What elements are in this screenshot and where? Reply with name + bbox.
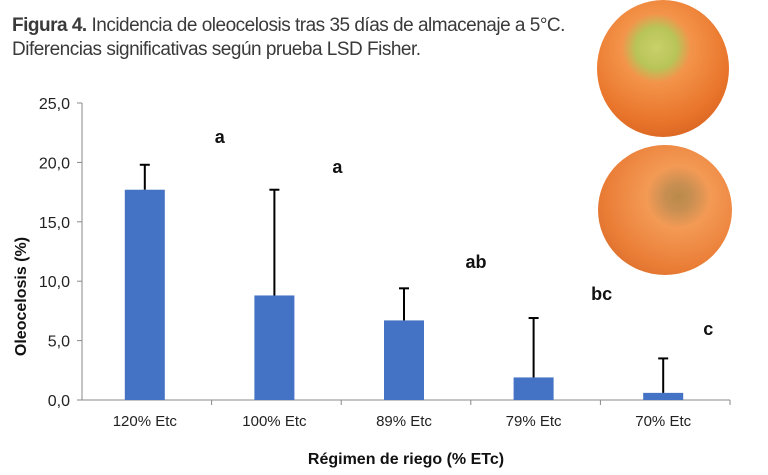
figure-label: Figura 4. [12, 15, 87, 36]
bar [643, 392, 684, 400]
x-tick-label: 89% Etc [376, 413, 432, 430]
x-tick-label: 120% Etc [113, 413, 178, 430]
bar [513, 377, 554, 400]
significance-letter: bc [591, 284, 612, 304]
significance-letter: c [703, 319, 713, 339]
y-tick-label: 5,0 [48, 334, 70, 351]
orange-photo-top [597, 0, 729, 137]
orange-photo-bottom [598, 145, 732, 275]
significance-letter: ab [465, 252, 486, 272]
y-axis-title: Oleocelosis (%) [13, 237, 30, 356]
bar [254, 295, 295, 400]
significance-letter: a [215, 127, 226, 147]
x-tick-label: 70% Etc [635, 413, 691, 430]
figure-caption: Figura 4. Incidencia de oleocelosis tras… [12, 14, 565, 62]
y-tick-label: 15,0 [39, 215, 70, 232]
caption-line-1: Incidencia de oleocelosis tras 35 días d… [91, 15, 565, 36]
y-tick-label: 20,0 [39, 155, 70, 172]
caption-line-2: Diferencias significativas según prueba … [12, 39, 421, 60]
y-tick-label: 0,0 [48, 393, 70, 410]
x-tick-label: 100% Etc [242, 413, 307, 430]
x-tick-label: 79% Etc [506, 413, 562, 430]
y-tick-label: 10,0 [39, 274, 70, 291]
bar [124, 189, 165, 400]
x-axis-title: Régimen de riego (% ETc) [308, 451, 504, 468]
bar [384, 320, 424, 400]
significance-letter: a [332, 157, 343, 177]
y-tick-label: 25,0 [39, 96, 70, 113]
